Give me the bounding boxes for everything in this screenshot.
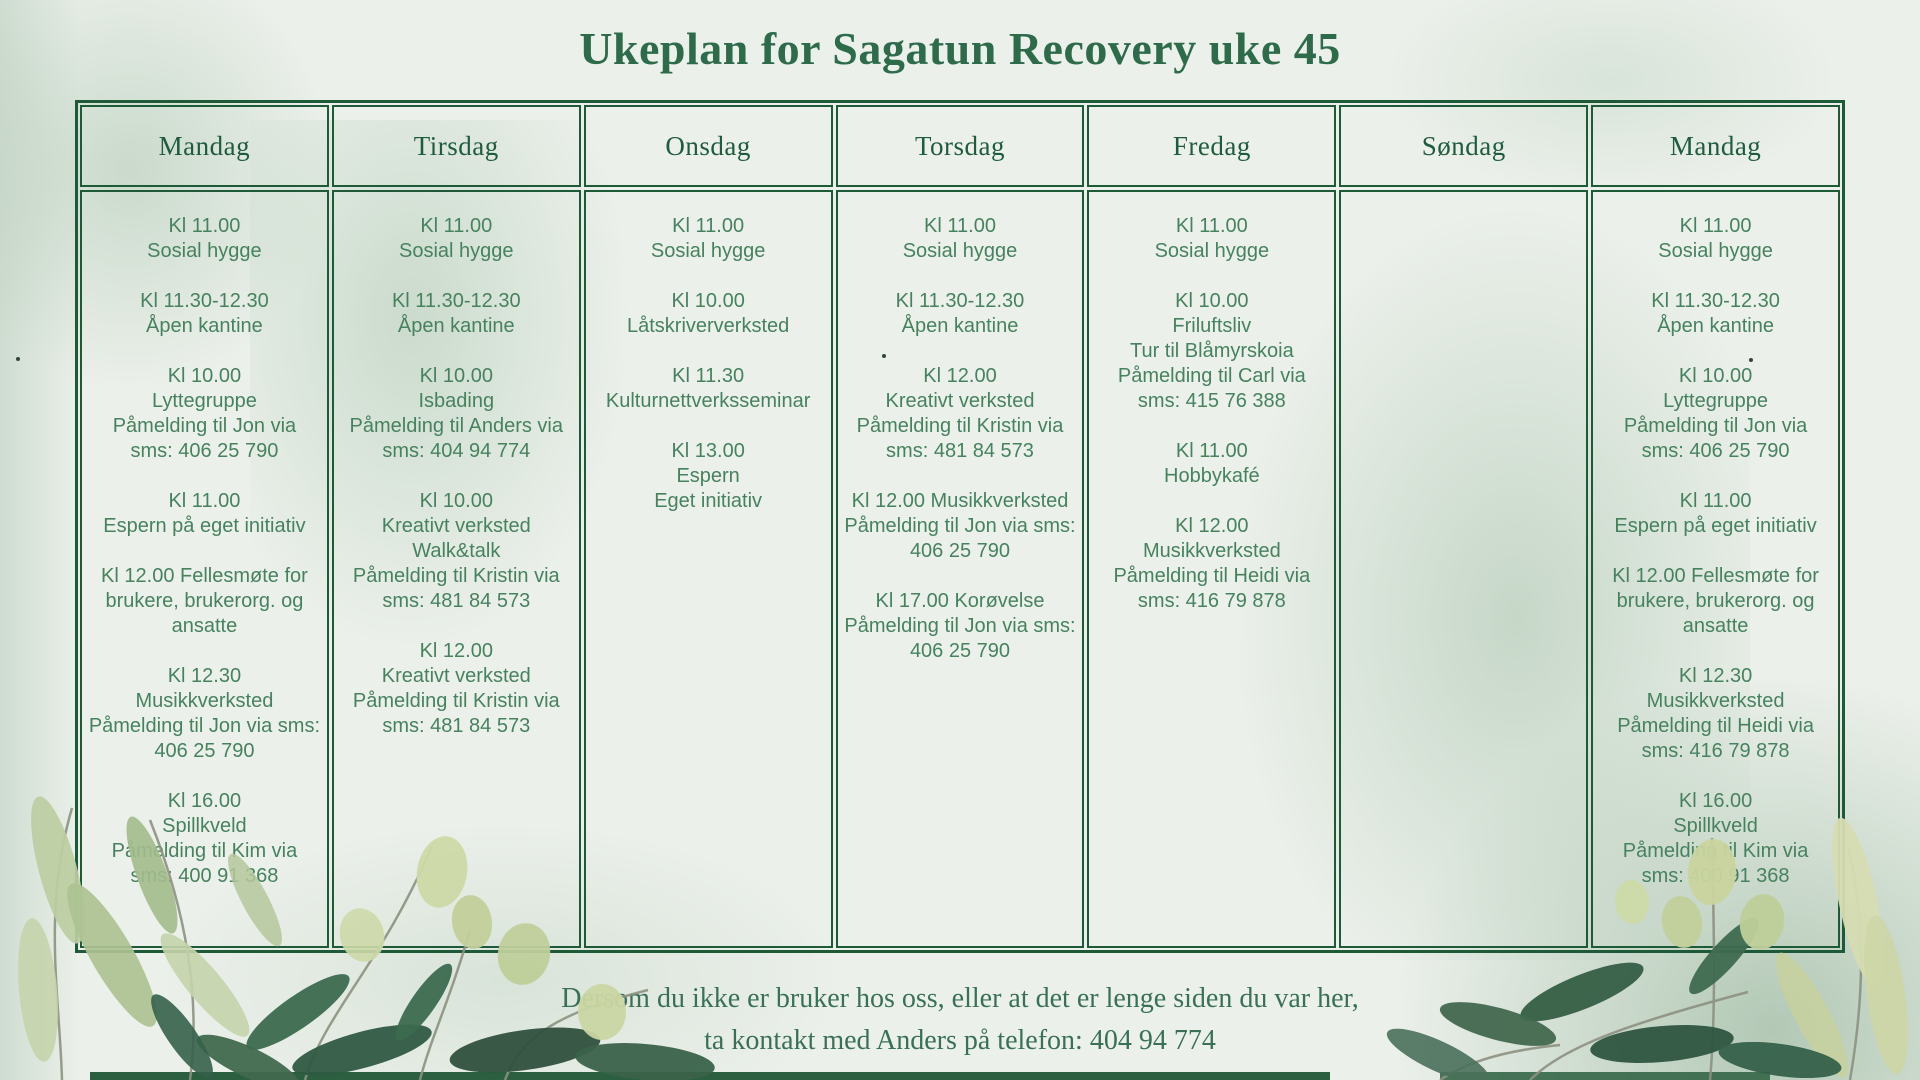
schedule-entry: Kl 11.00 Sosial hygge — [1658, 215, 1773, 262]
schedule-entry: Kl 11.00 Sosial hygge — [902, 215, 1018, 262]
schedule-entry: Kl 12.00 Musikkverksted Påmelding til He… — [1113, 515, 1311, 612]
day-label: Tirsdag — [413, 130, 499, 161]
schedule-entry: Kl 11.30 Kulturnettverksseminar — [605, 365, 811, 412]
schedule-entry: Kl 10.00 Lyttegruppe Påmelding til Jon v… — [112, 365, 297, 462]
schedule-entry: Kl 12.30 Musikkverksted Påmelding til Jo… — [88, 665, 321, 762]
day-label: Mandag — [158, 130, 251, 161]
schedule-entry: Kl 13.00 Espern Eget initiativ — [654, 440, 763, 512]
schedule-entry: Kl 12.30 Musikkverksted Påmelding til He… — [1617, 665, 1814, 762]
day-label: Torsdag — [914, 130, 1006, 161]
weekly-schedule-table: Mandag Tirsdag Onsdag Torsdag Fredag Søn… — [75, 100, 1845, 953]
schedule-entry: Kl 11.00 Hobbykafé — [1164, 440, 1260, 487]
schedule-entry: Kl 11.30-12.30 Åpen kantine — [1651, 290, 1780, 337]
day-label: Onsdag — [665, 130, 751, 161]
day-header-torsdag: Torsdag — [835, 105, 1085, 187]
day-label: Søndag — [1421, 130, 1506, 161]
day-column-fredag: Kl 11.00 Sosial hygge Kl 10.00 Friluftsl… — [1087, 190, 1337, 948]
leaf-band-decoration — [90, 1072, 1330, 1080]
leaf-band-decoration — [1440, 1072, 1770, 1080]
schedule-entry: Kl 17.00 Korøvelse Påmelding til Jon via… — [844, 590, 1076, 662]
schedule-entry: Kl 10.00 Kreativt verksted Walk&talk Påm… — [352, 490, 560, 612]
day-column-mandag-2: Kl 11.00 Sosial hygge Kl 11.30-12.30 Åpe… — [1591, 190, 1840, 948]
day-header-mandag-1: Mandag — [80, 105, 329, 187]
day-label: Fredag — [1172, 130, 1251, 161]
schedule-entry: Kl 12.00 Fellesmøte for brukere, brukero… — [1612, 565, 1819, 637]
schedule-entry: Kl 10.00 Lyttegruppe Påmelding til Jon v… — [1623, 365, 1808, 462]
day-header-sondag: Søndag — [1339, 105, 1589, 187]
schedule-entry: Kl 16.00 Spillkveld Påmelding til Kim vi… — [111, 790, 298, 887]
schedule-entry: Kl 11.30-12.30 Åpen kantine — [895, 290, 1025, 337]
schedule-entry: Kl 16.00 Spillkveld Påmelding til Kim vi… — [1622, 790, 1809, 887]
schedule-entry: Kl 12.00 Kreativt verksted Påmelding til… — [856, 365, 1064, 462]
day-column-mandag-1: Kl 11.00 Sosial hygge Kl 11.30-12.30 Åpe… — [80, 190, 329, 948]
schedule-entry: Kl 11.00 Sosial hygge — [650, 215, 766, 262]
page-title: Ukeplan for Sagatun Recovery uke 45 — [579, 23, 1341, 74]
schedule-entry: Kl 11.30-12.30 Åpen kantine — [140, 290, 269, 337]
schedule-entry: Kl 12.00 Kreativt verksted Påmelding til… — [352, 640, 560, 737]
day-header-tirsdag: Tirsdag — [331, 105, 581, 187]
footer-contact-note: Dersom du ikke er bruker hos oss, eller … — [0, 978, 1920, 1062]
watercolor-wash-left — [0, 0, 80, 1080]
schedule-entry: Kl 10.00 Isbading Påmelding til Anders v… — [349, 365, 563, 462]
schedule-entry: Kl 11.00 Espern på eget initiativ — [103, 490, 306, 537]
schedule-entry: Kl 10.00 Friluftsliv Tur til Blåmyrskoia… — [1117, 290, 1306, 412]
day-label: Mandag — [1669, 130, 1762, 161]
day-header-fredag: Fredag — [1087, 105, 1337, 187]
day-header-mandag-2: Mandag — [1591, 105, 1840, 187]
schedule-entry: Kl 11.00 Sosial hygge — [1154, 215, 1270, 262]
schedule-entry: Kl 11.00 Espern på eget initiativ — [1614, 490, 1817, 537]
schedule-entry: Kl 12.00 Musikkverksted Påmelding til Jo… — [844, 490, 1076, 562]
day-column-onsdag: Kl 11.00 Sosial hygge Kl 10.00 Låtskrive… — [583, 190, 833, 948]
schedule-entry: Kl 10.00 Låtskriververksted — [626, 290, 790, 337]
ink-dot — [1749, 358, 1753, 362]
schedule-entry: Kl 11.30-12.30 Åpen kantine — [391, 290, 521, 337]
day-column-tirsdag: Kl 11.00 Sosial hygge Kl 11.30-12.30 Åpe… — [331, 190, 581, 948]
day-column-sondag — [1339, 190, 1589, 948]
schedule-entry: Kl 11.00 Sosial hygge — [147, 215, 262, 262]
ink-dot — [882, 354, 886, 358]
footer-line-1: Dersom du ikke er bruker hos oss, eller … — [561, 983, 1359, 1014]
footer-line-2: ta kontakt med Anders på telefon: 404 94… — [704, 1025, 1216, 1056]
day-header-onsdag: Onsdag — [583, 105, 833, 187]
schedule-entry: Kl 11.00 Sosial hygge — [399, 215, 514, 262]
ink-dot — [16, 357, 20, 361]
schedule-entry: Kl 12.00 Fellesmøte for brukere, brukero… — [101, 565, 308, 637]
day-column-torsdag: Kl 11.00 Sosial hygge Kl 11.30-12.30 Åpe… — [835, 190, 1085, 948]
